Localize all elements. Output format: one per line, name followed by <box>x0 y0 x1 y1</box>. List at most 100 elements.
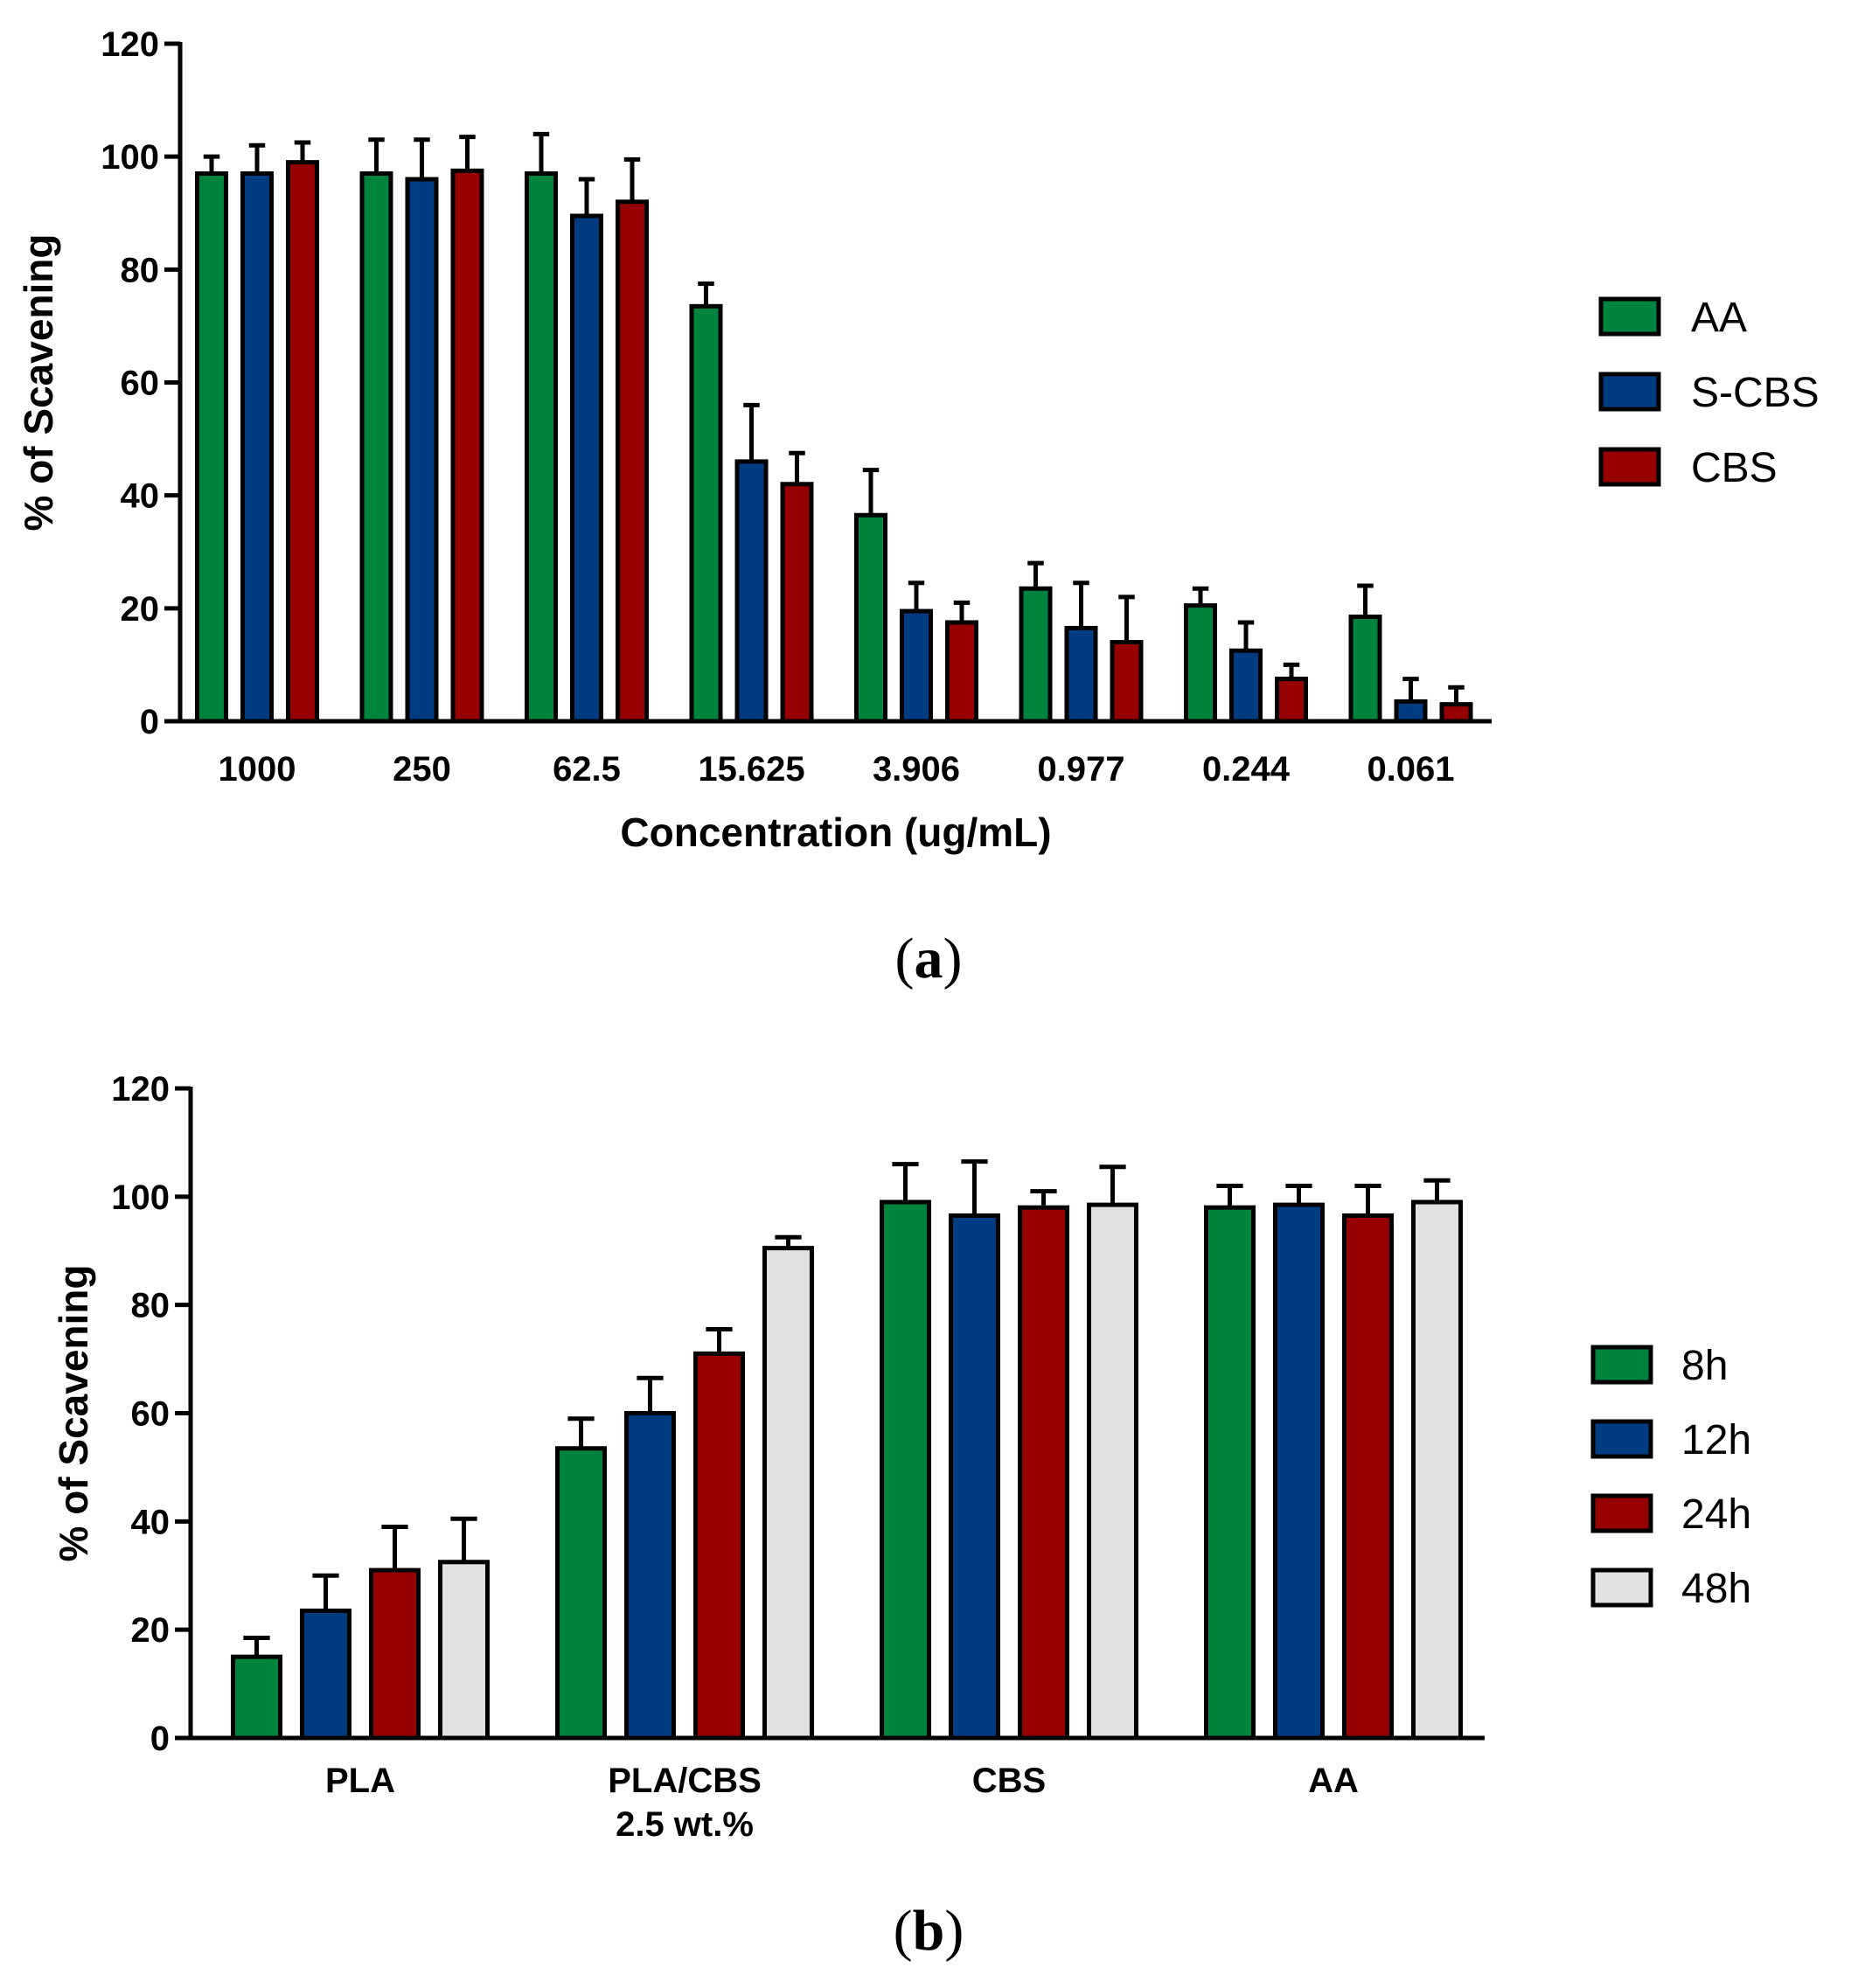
legend-label: 12h <box>1681 1417 1751 1463</box>
bar <box>1087 1202 1138 1741</box>
bar <box>300 1608 351 1741</box>
x-tick-label-line: 1000 <box>219 750 296 789</box>
bar <box>762 1246 814 1741</box>
bar <box>1394 699 1428 724</box>
x-tick-label: CBS <box>972 1762 1046 1800</box>
x-tick-label: 0.244 <box>1202 750 1291 789</box>
x-tick-label: 250 <box>393 750 451 789</box>
legend-swatch <box>1590 1419 1653 1459</box>
bar <box>1273 1202 1325 1741</box>
bar <box>438 1560 490 1741</box>
panel-label-letter: a <box>915 927 943 991</box>
x-tick-label-line: 2.5 wt.% <box>616 1805 754 1844</box>
x-tick-label: 1000 <box>219 750 296 789</box>
x-tick-label-line: 0.061 <box>1367 750 1454 789</box>
y-tick-label: 60 <box>131 1395 170 1434</box>
bar <box>525 171 558 724</box>
legend-swatch <box>1590 1493 1653 1533</box>
bar <box>1184 603 1217 724</box>
x-tick-label-line: 15.625 <box>698 750 804 789</box>
panel-label: (b) <box>894 1899 964 1963</box>
x-tick-label-line: PLA/CBS <box>608 1762 762 1800</box>
y-tick-label: 120 <box>111 1070 170 1109</box>
bar <box>949 1213 1000 1741</box>
bar <box>693 1351 745 1741</box>
bar <box>1411 1199 1463 1741</box>
panel-label: (a) <box>895 927 963 991</box>
bar <box>1348 615 1382 724</box>
y-tick-label: 0 <box>140 703 159 741</box>
y-tick-label: 40 <box>131 1503 170 1541</box>
x-tick-label: 62.5 <box>553 750 621 789</box>
x-tick-label-line: 62.5 <box>553 750 621 789</box>
y-tick-label: 80 <box>131 1287 170 1325</box>
x-tick-label: 0.977 <box>1037 750 1124 789</box>
panel-label-paren: ( <box>894 1899 913 1963</box>
x-tick-label-line: PLA <box>325 1762 395 1800</box>
legend-label: 8h <box>1681 1343 1728 1389</box>
bar <box>1110 640 1144 724</box>
bar <box>231 1654 282 1741</box>
bar <box>405 177 439 724</box>
x-axis-title: Concentration (ug/mL) <box>620 810 1051 855</box>
bar <box>1204 1205 1256 1741</box>
x-tick-label: AA <box>1308 1762 1359 1800</box>
y-tick-label: 20 <box>121 590 160 629</box>
bar <box>570 213 603 724</box>
y-tick-label: 80 <box>121 251 160 289</box>
bar <box>616 199 649 724</box>
y-tick-label: 60 <box>121 365 160 403</box>
legend-label: AA <box>1691 295 1747 341</box>
bar <box>1342 1213 1394 1741</box>
legend-swatch <box>1598 372 1661 412</box>
bar <box>1019 586 1053 724</box>
bar <box>689 303 723 724</box>
x-tick-label-line: 3.906 <box>873 750 960 789</box>
legend-swatch <box>1598 296 1661 337</box>
bar <box>1439 702 1473 724</box>
bar <box>1018 1205 1069 1741</box>
bar <box>624 1411 676 1741</box>
legend-label: 48h <box>1681 1566 1751 1612</box>
x-tick-label: 15.625 <box>698 750 804 789</box>
bar <box>734 459 769 724</box>
x-tick-label: 0.061 <box>1367 750 1454 789</box>
bar <box>945 620 978 724</box>
bar <box>555 1446 607 1741</box>
x-tick-label-line: 250 <box>393 750 451 789</box>
y-tick-label: 20 <box>131 1611 170 1650</box>
legend-swatch <box>1598 447 1661 487</box>
bar <box>369 1567 421 1741</box>
x-tick-label-line: AA <box>1308 1762 1359 1800</box>
chart-a: 1000 250 62.5 15.625 3.906 0.977 0.244 0.061 0 20… <box>16 25 1820 991</box>
y-axis-title: % of Scavening <box>16 234 61 532</box>
panel-label-paren: ( <box>895 927 915 991</box>
x-tick-label: PLA/CBS 2.5 wt.% <box>608 1762 762 1844</box>
bar <box>240 171 274 724</box>
y-tick-label: 100 <box>101 138 159 177</box>
legend-label: 24h <box>1681 1491 1751 1538</box>
bar <box>1275 677 1308 724</box>
y-tick-label: 100 <box>111 1178 170 1217</box>
x-tick-label-line: 0.977 <box>1037 750 1124 789</box>
panel-label-letter: b <box>913 1899 945 1963</box>
x-tick-label-line: CBS <box>972 1762 1046 1800</box>
chart-b: PLA PLA/CBS 2.5 wt.% CBS AA 0 20 40 60 80 100 120 % … <box>51 1070 1751 1963</box>
bar <box>1064 625 1098 724</box>
legend-label: S-CBS <box>1691 370 1820 416</box>
y-axis-title: % of Scavening <box>51 1265 96 1562</box>
legend-swatch <box>1590 1345 1653 1385</box>
bar <box>359 171 393 724</box>
y-tick-label: 40 <box>121 477 160 516</box>
panel-label-paren: ) <box>944 1899 964 1963</box>
x-tick-label-line: 0.244 <box>1202 750 1291 789</box>
legend-label: CBS <box>1691 445 1778 491</box>
y-tick-label: 0 <box>150 1720 170 1758</box>
panel-label-paren: ) <box>943 927 963 991</box>
bar <box>1229 648 1263 724</box>
x-tick-label: PLA <box>325 1762 395 1800</box>
y-tick-label: 120 <box>101 25 159 64</box>
legend-swatch <box>1590 1567 1653 1608</box>
bar <box>780 482 814 724</box>
